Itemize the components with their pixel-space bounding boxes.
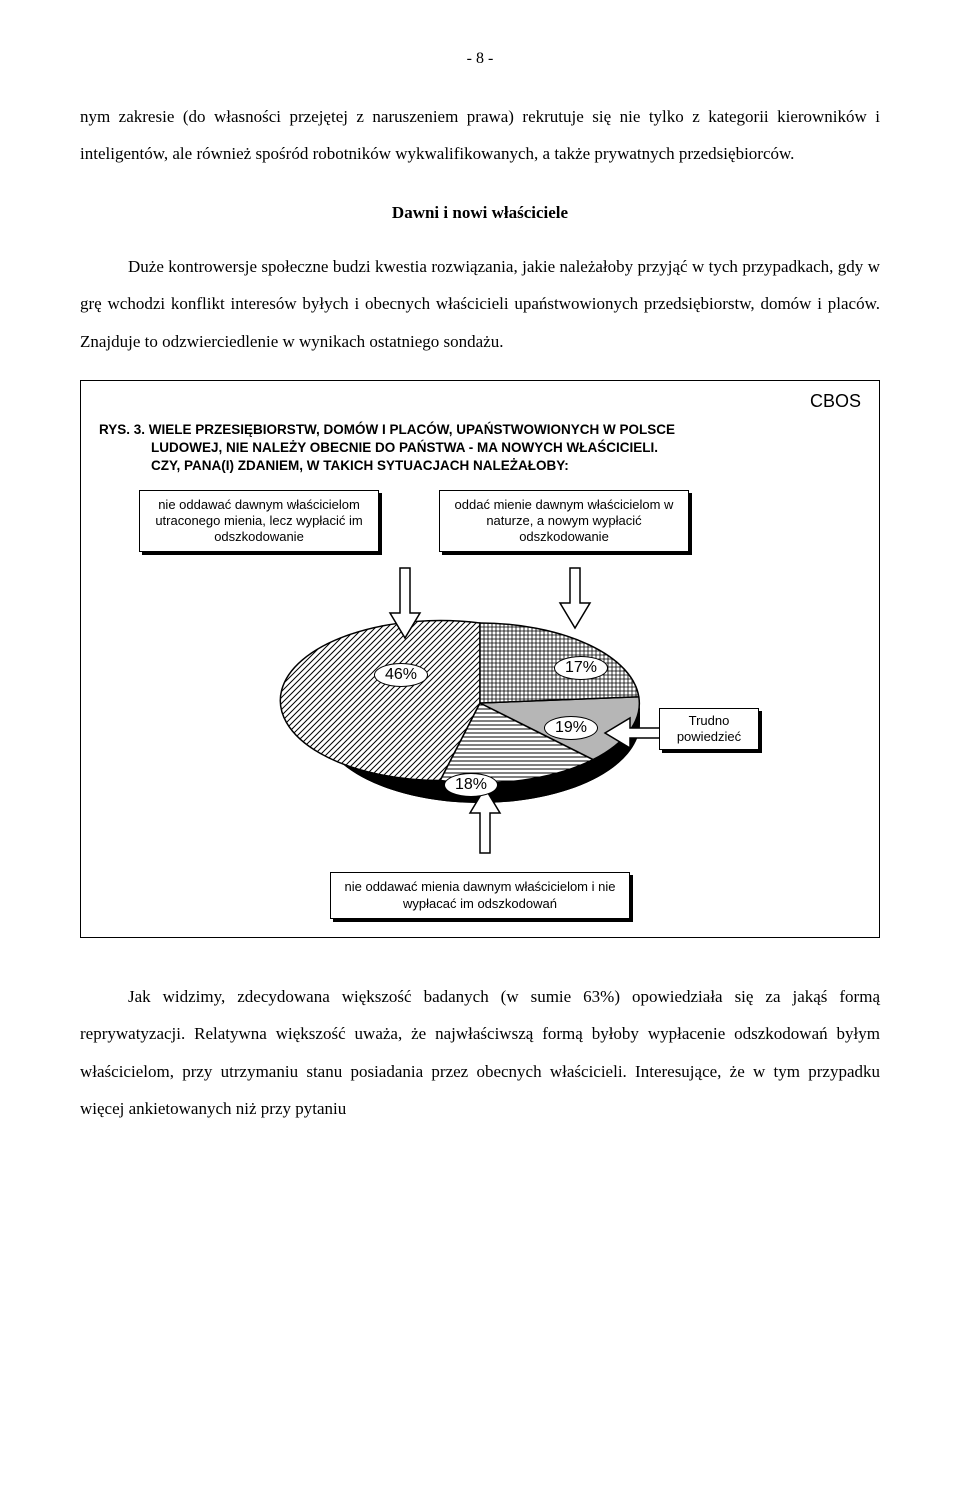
paragraph-3: Jak widzimy, zdecydowana większość badan… (80, 978, 880, 1128)
page-number: - 8 - (80, 50, 880, 68)
section-heading: Dawni i nowi właściciele (80, 203, 880, 223)
pie-chart-svg (270, 558, 690, 858)
label-box-left: nie oddawać dawnym właścicielom utracone… (139, 490, 379, 553)
label-box-right: oddać mienie dawnym właścicielom w natur… (439, 490, 689, 553)
label-box-bottom: nie oddawać mienia dawnym właścicielom i… (330, 872, 630, 919)
top-labels-row: nie oddawać dawnym właścicielom utracone… (99, 490, 861, 553)
figure-number: RYS. 3. (99, 422, 145, 437)
figure-box: CBOS RYS. 3. WIELE PRZESIĘBIORSTW, DOMÓW… (80, 380, 880, 938)
paragraph-2: Duże kontrowersje społeczne budzi kwesti… (80, 248, 880, 360)
figure-title-line2: LUDOWEJ, NIE NALEŻY OBECNIE DO PAŃSTWA -… (151, 439, 861, 457)
label-trudno: Trudno powiedzieć (659, 708, 759, 749)
bottom-label-row: nie oddawać mienia dawnym właścicielom i… (99, 872, 861, 919)
pie-chart-area: 46% 17% 19% 18% Trudno powiedzieć (99, 558, 861, 868)
figure-caption: RYS. 3. WIELE PRZESIĘBIORSTW, DOMÓW I PL… (99, 421, 861, 476)
figure-title-line1: WIELE PRZESIĘBIORSTW, DOMÓW I PLACÓW, UP… (149, 422, 675, 437)
cbos-label: CBOS (810, 391, 861, 412)
paragraph-1: nym zakresie (do własności przejętej z n… (80, 98, 880, 173)
figure-title-line3: CZY, PANA(I) ZDANIEM, W TAKICH SYTUACJAC… (151, 457, 861, 475)
